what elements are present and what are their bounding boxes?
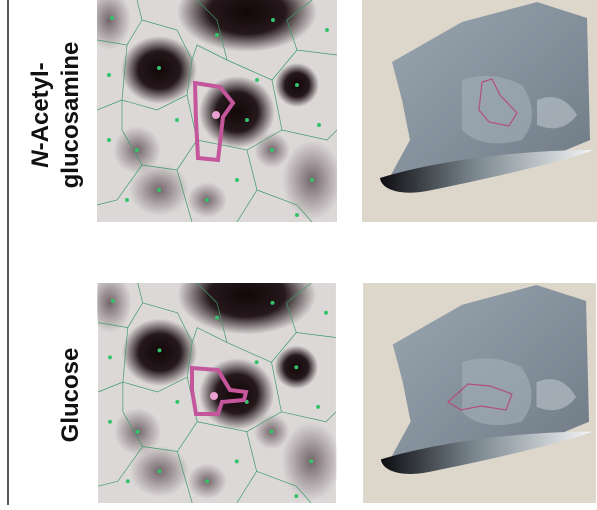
row-label: Glucose: [57, 348, 84, 443]
heatmap: [88, 255, 341, 503]
surface-render: [363, 283, 596, 503]
page: N-Acetyl- glucosamine Glucose (() => { c…: [0, 0, 597, 510]
region-center: [210, 392, 218, 400]
label-italic: N: [27, 150, 54, 168]
region-center: [212, 111, 220, 119]
label-line: -Acetyl-: [27, 62, 54, 150]
figure: N-Acetyl- glucosamine Glucose: [0, 0, 597, 510]
row-label: glucosamine: [57, 42, 84, 189]
row-label: N-Acetyl-: [27, 62, 54, 167]
heatmap: [87, 0, 342, 222]
